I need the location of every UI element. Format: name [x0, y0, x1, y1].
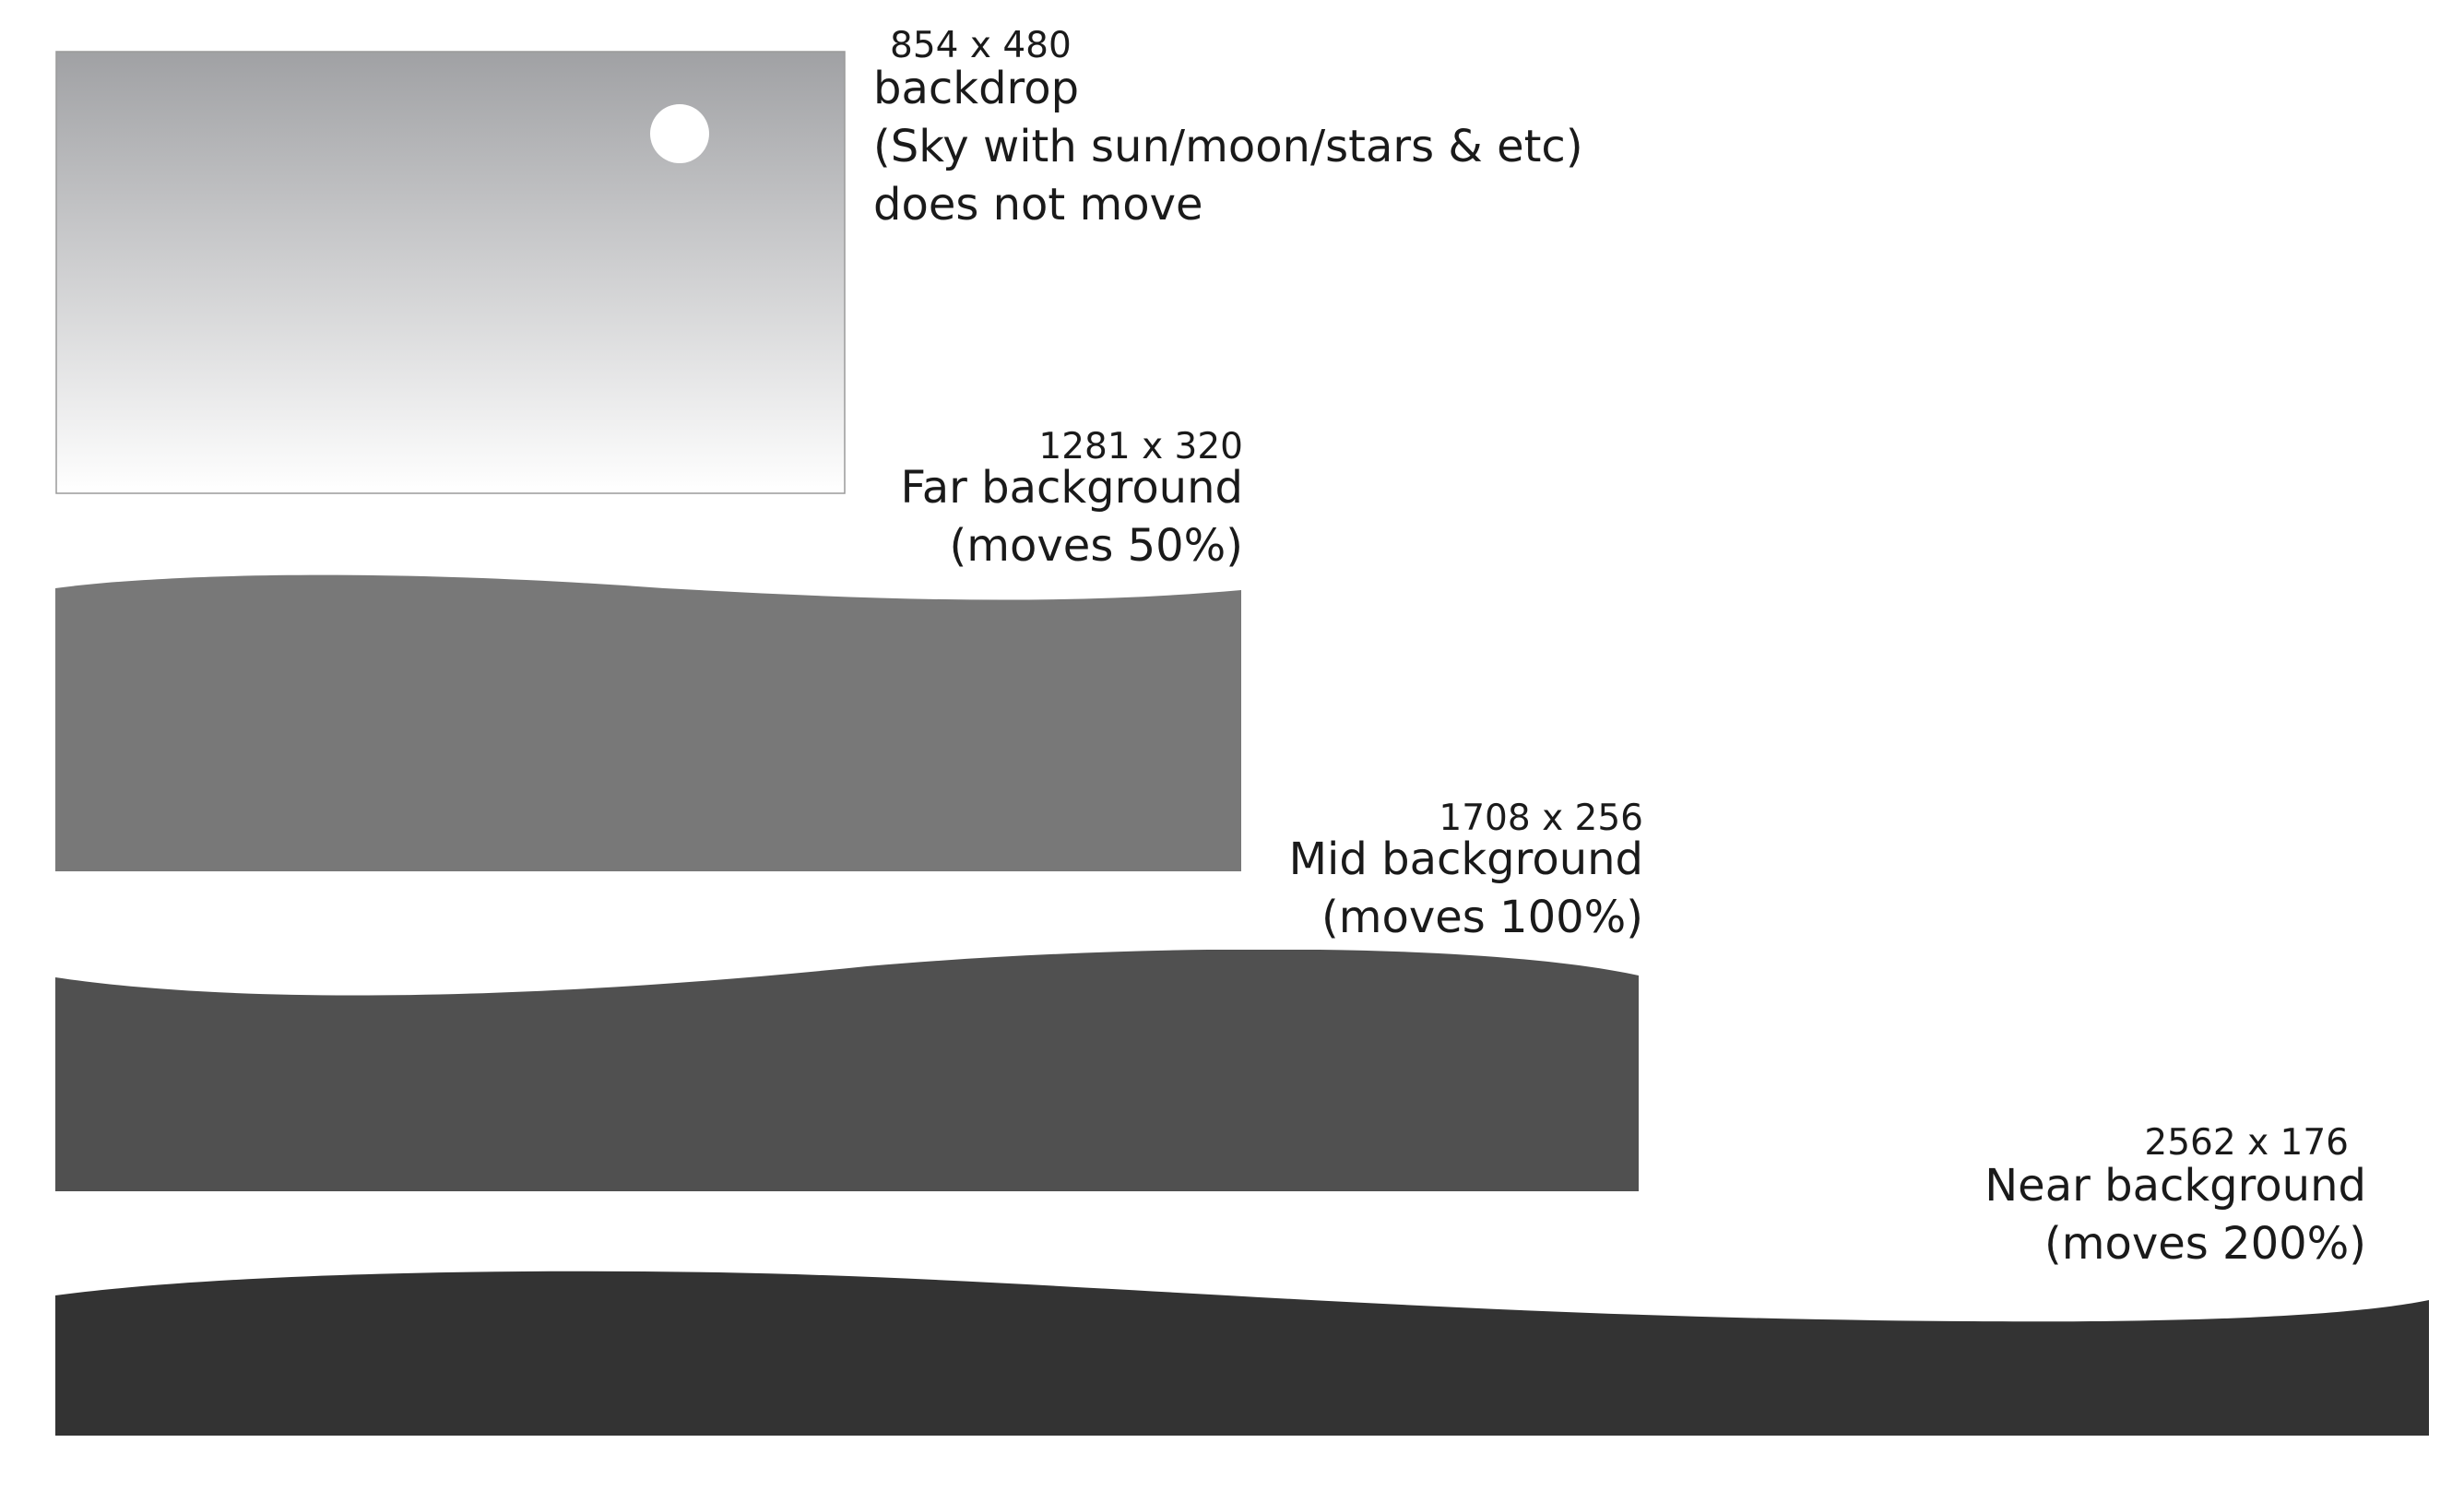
far-title: Far background [900, 462, 1243, 514]
near-dimensions: 2562 x 176 [2144, 1122, 2349, 1164]
near-background-layer [55, 1271, 2429, 1436]
mid-background-shape [55, 950, 1639, 1191]
mid-title: Mid background [1288, 834, 1643, 885]
far-dimensions: 1281 x 320 [1038, 426, 1243, 467]
near-motion: (moves 200%) [2043, 1218, 2366, 1270]
mid-motion: (moves 100%) [1321, 892, 1643, 943]
far-motion: (moves 50%) [949, 520, 1243, 572]
far-background-shape [55, 574, 1241, 871]
mid-background-layer [55, 950, 1639, 1191]
mid-dimensions: 1708 x 256 [1439, 798, 1643, 839]
sun-icon [650, 104, 709, 163]
far-background-layer [55, 574, 1241, 871]
near-title: Near background [1984, 1160, 2366, 1212]
backdrop-title: backdrop [873, 63, 1080, 114]
backdrop-description: (Sky with sun/moon/stars & etc) [873, 121, 1583, 172]
backdrop-layer [55, 51, 846, 494]
sky-rect [55, 51, 846, 494]
near-background-shape [55, 1271, 2429, 1436]
backdrop-motion: does not move [873, 179, 1203, 231]
backdrop-dimensions: 854 x 480 [890, 25, 1072, 66]
